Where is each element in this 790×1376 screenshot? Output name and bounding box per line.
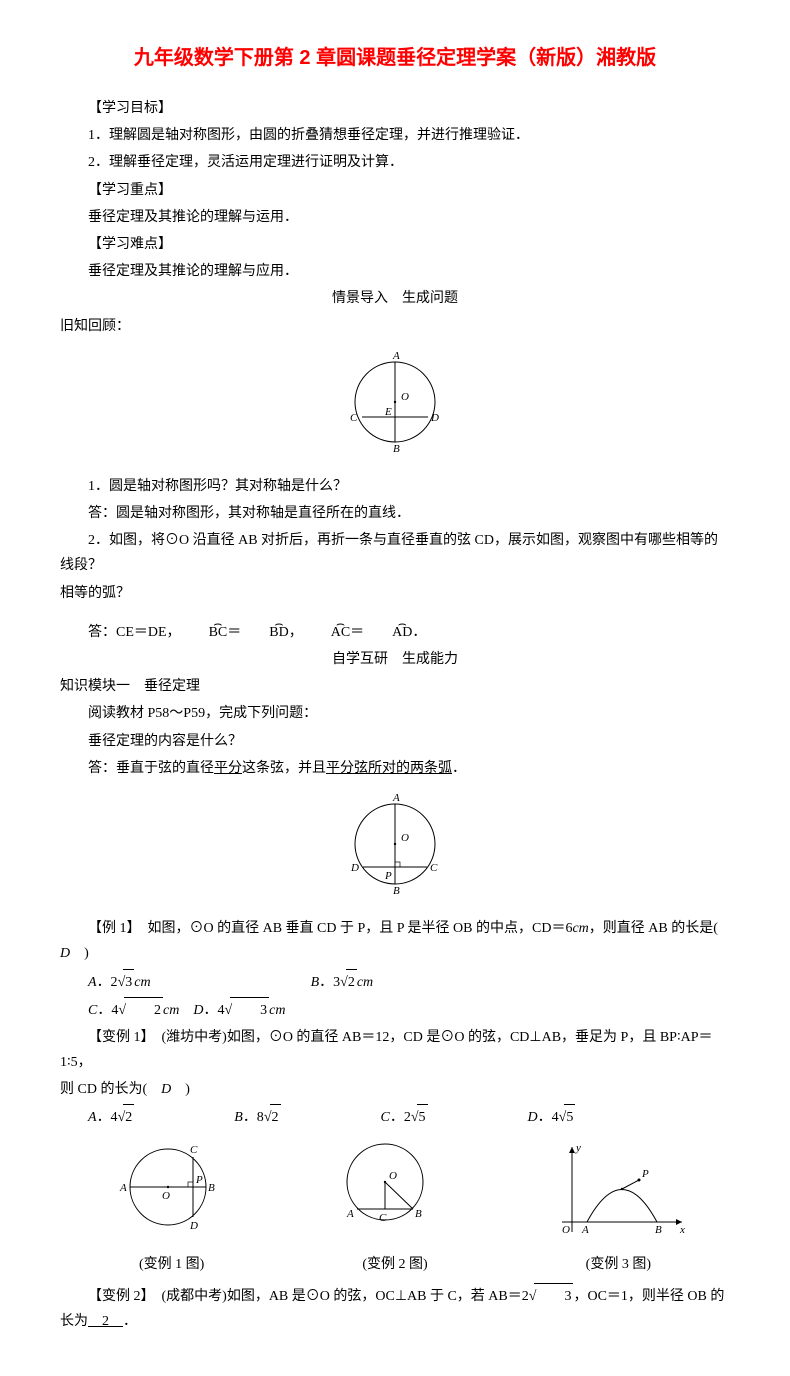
svg-text:O: O (562, 1224, 570, 1236)
read-instruction: 阅读教材 P58～P59，完成下列问题： (60, 701, 730, 726)
svg-text:x: x (679, 1224, 685, 1236)
svg-text:D: D (189, 1220, 198, 1232)
variant-1-figure: A B C D O P (98, 1137, 238, 1237)
variant-2-figure: A B C O (315, 1137, 455, 1237)
svg-text:A: A (392, 792, 400, 804)
self-head: 自学互研 生成能力 (60, 647, 730, 672)
question-2a: 2．如图，将⊙O 沿直径 AB 对折后，再折一条与直径垂直的弦 CD，展示如图，… (60, 528, 730, 578)
svg-text:P: P (641, 1168, 649, 1180)
svg-text:D: D (430, 412, 439, 424)
goal-2: 2．理解垂径定理，灵活运用定理进行证明及计算． (60, 150, 730, 175)
page-title: 九年级数学下册第 2 章圆课题垂径定理学案（新版）湘教版 (60, 40, 730, 76)
scene-head: 情景导入 生成问题 (60, 286, 730, 311)
figure-2: A B D C O P (60, 789, 730, 908)
learn-diff-head: 【学习难点】 (60, 232, 730, 257)
svg-text:A: A (119, 1182, 127, 1194)
answer-1: 答：圆是轴对称图形，其对称轴是直径所在的直线． (60, 501, 730, 526)
svg-text:B: B (393, 885, 400, 897)
svg-text:A: A (581, 1224, 589, 1236)
svg-text:B: B (208, 1182, 215, 1194)
svg-text:P: P (384, 870, 392, 882)
svg-text:y: y (575, 1142, 581, 1154)
review-head: 旧知回顾： (60, 314, 730, 339)
svg-text:A: A (392, 350, 400, 362)
example-1: 【例 1】 如图，⊙O 的直径 AB 垂直 CD 于 P，且 P 是半径 OB … (60, 916, 730, 966)
svg-text:C: C (350, 412, 358, 424)
svg-text:C: C (379, 1212, 387, 1224)
svg-text:O: O (389, 1170, 397, 1182)
example-1-options-row2: C．4√2cm D．4√3cm (60, 997, 730, 1023)
example-1-options-row1: A．2√3cm B．3√2cm (88, 969, 730, 995)
svg-text:E: E (384, 406, 392, 418)
figure-captions: (变例 1 图) (变例 2 图) (变例 3 图) (60, 1252, 730, 1277)
svg-text:O: O (401, 832, 409, 844)
module-1: 知识模块一 垂径定理 (60, 674, 730, 699)
svg-text:P: P (195, 1174, 203, 1186)
svg-text:C: C (430, 862, 438, 874)
question-3: 垂径定理的内容是什么？ (60, 729, 730, 754)
variant-2: 【变例 2】 (成都中考)如图，AB 是⊙O 的弦，OC⊥AB 于 C，若 AB… (60, 1283, 730, 1334)
learn-key-head: 【学习重点】 (60, 178, 730, 203)
learn-key: 垂径定理及其推论的理解与运用． (60, 205, 730, 230)
svg-text:D: D (350, 862, 359, 874)
answer-2: 答：CE＝DE，BC＝BD，AC＝AD． (60, 620, 730, 645)
svg-text:C: C (190, 1144, 198, 1156)
figure-1: A B C D O E (60, 347, 730, 466)
variant-1-line2: 则 CD 的长为( D ) (60, 1077, 730, 1102)
variant-1-line1: 【变例 1】 (潍坊中考)如图，⊙O 的直径 AB＝12，CD 是⊙O 的弦，C… (60, 1025, 730, 1075)
figure-row: A B C D O P A B C O (60, 1137, 730, 1246)
learn-diff: 垂径定理及其推论的理解与应用． (60, 259, 730, 284)
learn-goal-head: 【学习目标】 (60, 96, 730, 121)
svg-text:B: B (393, 443, 400, 455)
goal-1: 1．理解圆是轴对称图形，由圆的折叠猜想垂径定理，并进行推理验证． (60, 123, 730, 148)
answer-3: 答：垂直于弦的直径平分这条弦，并且平分弦所对的两条弧． (60, 756, 730, 781)
svg-text:A: A (346, 1208, 354, 1220)
svg-text:O: O (401, 391, 409, 403)
svg-text:B: B (655, 1224, 662, 1236)
question-1: 1．圆是轴对称图形吗？其对称轴是什么？ (60, 474, 730, 499)
question-2b: 相等的弧？ (60, 581, 730, 606)
svg-text:O: O (162, 1190, 170, 1202)
variant-3-figure: O A B P y x (532, 1137, 692, 1237)
svg-text:B: B (415, 1208, 422, 1220)
